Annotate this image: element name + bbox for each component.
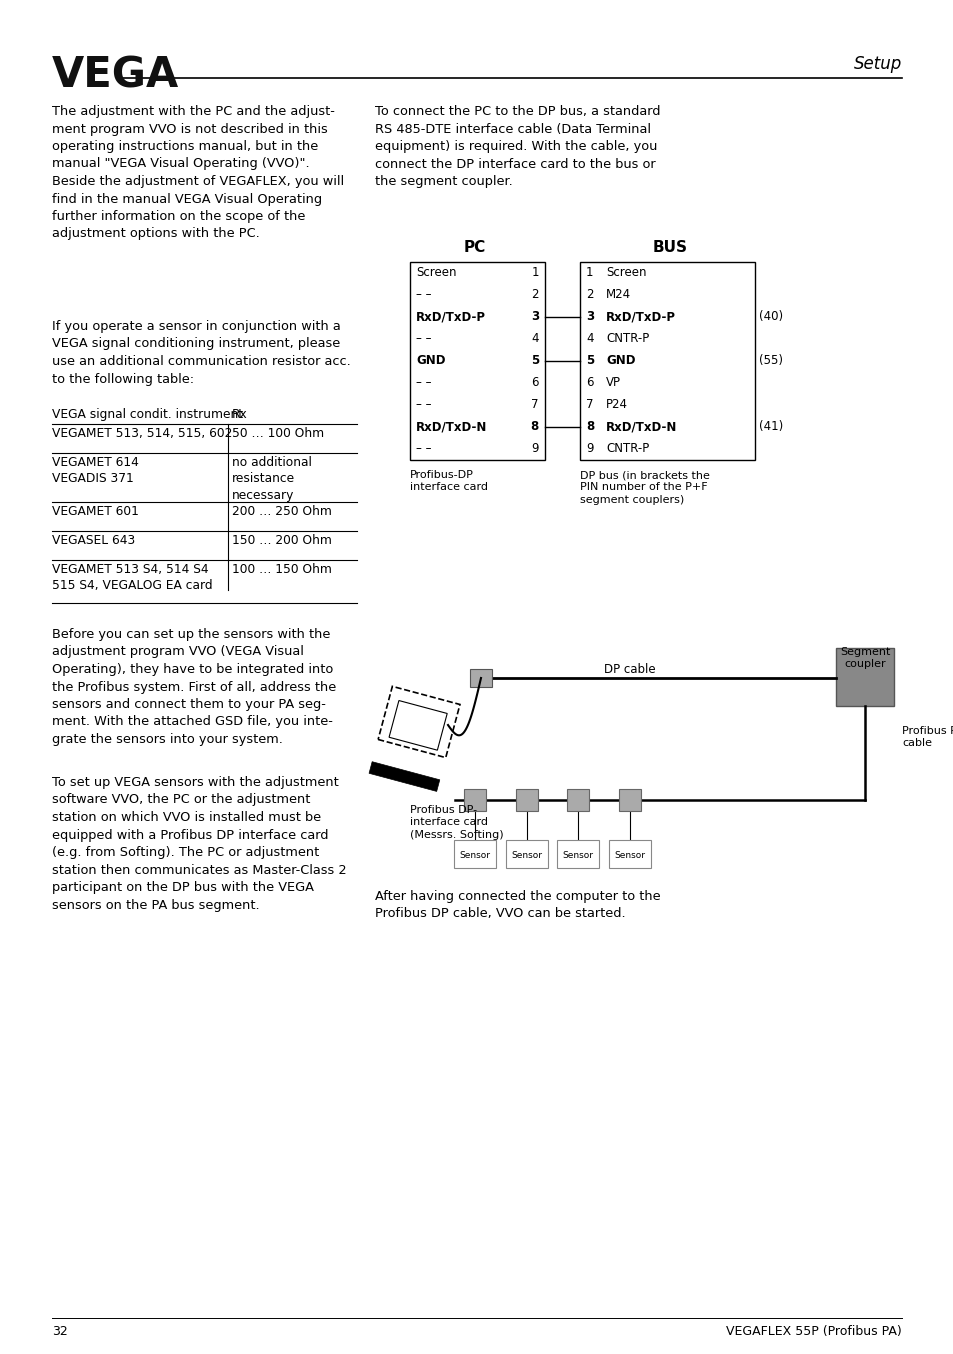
Text: – –: – –: [416, 288, 431, 301]
Text: GND: GND: [605, 353, 635, 367]
Text: 8: 8: [530, 420, 538, 433]
Bar: [377, 686, 459, 758]
Text: 2: 2: [531, 288, 538, 301]
Text: Screen: Screen: [416, 265, 456, 279]
Text: 3: 3: [530, 310, 538, 324]
Text: RxD/TxD-P: RxD/TxD-P: [416, 310, 485, 324]
Bar: [608, 839, 650, 868]
Text: 6: 6: [531, 376, 538, 389]
Text: VEGASEL 643: VEGASEL 643: [52, 533, 135, 547]
Text: Sensor: Sensor: [562, 852, 593, 861]
Text: DP cable: DP cable: [603, 663, 655, 676]
Text: (40): (40): [759, 310, 782, 324]
Text: Profibus-DP
interface card: Profibus-DP interface card: [410, 470, 488, 493]
Text: VEGAMET 513, 514, 515, 602: VEGAMET 513, 514, 515, 602: [52, 427, 233, 440]
Bar: [470, 669, 492, 686]
Text: To connect the PC to the DP bus, a standard
RS 485-DTE interface cable (Data Ter: To connect the PC to the DP bus, a stand…: [375, 106, 659, 188]
Text: Profibus PA
cable: Profibus PA cable: [901, 726, 953, 749]
Text: VEGAMET 614
VEGADIS 371: VEGAMET 614 VEGADIS 371: [52, 456, 139, 486]
Text: 9: 9: [585, 441, 593, 455]
Text: – –: – –: [416, 376, 431, 389]
Text: The adjustment with the PC and the adjust-
ment program VVO is not described in : The adjustment with the PC and the adjus…: [52, 106, 344, 241]
Text: VEGA signal condit. instrument: VEGA signal condit. instrument: [52, 408, 243, 421]
Text: 2: 2: [585, 288, 593, 301]
Text: 8: 8: [585, 420, 594, 433]
Text: To set up VEGA sensors with the adjustment
software VVO, the PC or the adjustmen: To set up VEGA sensors with the adjustme…: [52, 776, 346, 911]
Text: Setup: Setup: [853, 56, 901, 73]
Bar: [454, 839, 496, 868]
Bar: [516, 789, 537, 811]
Text: 7: 7: [585, 398, 593, 412]
Text: Screen: Screen: [605, 265, 646, 279]
Text: 1: 1: [585, 265, 593, 279]
Text: (55): (55): [759, 353, 782, 367]
Text: 9: 9: [531, 441, 538, 455]
Text: Profibus DP-
interface card
(Messrs. Softing): Profibus DP- interface card (Messrs. Sof…: [410, 806, 503, 839]
Bar: [557, 839, 598, 868]
Text: 150 … 200 Ohm: 150 … 200 Ohm: [232, 533, 332, 547]
Text: 50 … 100 Ohm: 50 … 100 Ohm: [232, 427, 324, 440]
Text: Sensor: Sensor: [459, 852, 490, 861]
Text: VEGA: VEGA: [52, 56, 179, 97]
Text: (41): (41): [759, 420, 782, 433]
Text: DP bus (in brackets the
PIN number of the P+F
segment couplers): DP bus (in brackets the PIN number of th…: [579, 470, 709, 505]
Bar: [835, 649, 893, 705]
Text: M24: M24: [605, 288, 631, 301]
Bar: [505, 839, 547, 868]
Text: 7: 7: [531, 398, 538, 412]
Text: 4: 4: [531, 332, 538, 345]
Text: 200 … 250 Ohm: 200 … 250 Ohm: [232, 505, 332, 519]
Text: 3: 3: [585, 310, 594, 324]
Text: no additional
resistance
necessary: no additional resistance necessary: [232, 456, 312, 502]
Text: 1: 1: [531, 265, 538, 279]
Bar: [463, 789, 485, 811]
Text: Segment
coupler: Segment coupler: [839, 647, 889, 669]
Bar: [579, 263, 754, 460]
Bar: [410, 263, 544, 460]
Text: 5: 5: [585, 353, 594, 367]
Text: RxD/TxD-P: RxD/TxD-P: [605, 310, 676, 324]
Text: BUS: BUS: [652, 240, 687, 255]
Text: – –: – –: [416, 398, 431, 412]
Bar: [369, 762, 439, 791]
Text: VP: VP: [605, 376, 620, 389]
Text: VEGAMET 513 S4, 514 S4
515 S4, VEGALOG EA card: VEGAMET 513 S4, 514 S4 515 S4, VEGALOG E…: [52, 563, 213, 593]
Text: 100 … 150 Ohm: 100 … 150 Ohm: [232, 563, 332, 575]
Text: GND: GND: [416, 353, 445, 367]
Text: – –: – –: [416, 441, 431, 455]
Text: VEGAFLEX 55P (Profibus PA): VEGAFLEX 55P (Profibus PA): [725, 1326, 901, 1338]
Text: 6: 6: [585, 376, 593, 389]
Text: CNTR-P: CNTR-P: [605, 441, 649, 455]
Text: Before you can set up the sensors with the
adjustment program VVO (VEGA Visual
O: Before you can set up the sensors with t…: [52, 628, 335, 746]
Text: 4: 4: [585, 332, 593, 345]
Text: P24: P24: [605, 398, 627, 412]
Text: VEGAMET 601: VEGAMET 601: [52, 505, 139, 519]
Bar: [618, 789, 640, 811]
Text: Sensor: Sensor: [511, 852, 542, 861]
Text: RxD/TxD-N: RxD/TxD-N: [605, 420, 677, 433]
Text: If you operate a sensor in conjunction with a
VEGA signal conditioning instrumen: If you operate a sensor in conjunction w…: [52, 320, 351, 386]
Text: CNTR-P: CNTR-P: [605, 332, 649, 345]
Bar: [566, 789, 588, 811]
Text: – –: – –: [416, 332, 431, 345]
Text: 5: 5: [530, 353, 538, 367]
Text: 32: 32: [52, 1326, 68, 1338]
Text: Sensor: Sensor: [614, 852, 645, 861]
Text: After having connected the computer to the
Profibus DP cable, VVO can be started: After having connected the computer to t…: [375, 890, 659, 921]
Bar: [389, 700, 447, 750]
Text: Rx: Rx: [232, 408, 248, 421]
Text: PC: PC: [463, 240, 486, 255]
Text: RxD/TxD-N: RxD/TxD-N: [416, 420, 487, 433]
